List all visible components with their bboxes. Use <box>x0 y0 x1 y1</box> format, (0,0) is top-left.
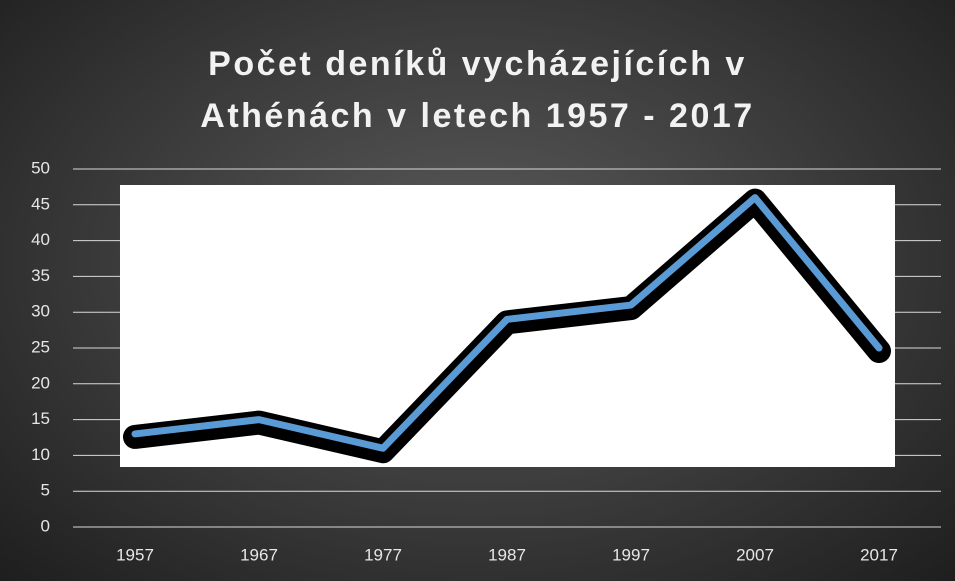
x-tick-label: 2017 <box>860 545 898 564</box>
x-tick-label: 1977 <box>364 545 402 564</box>
y-tick-label: 40 <box>31 230 50 249</box>
line <box>131 194 883 452</box>
y-tick-label: 10 <box>31 445 50 464</box>
chart-title: Počet deníků vycházejících v Athénách v … <box>200 45 755 135</box>
y-tick-label: 30 <box>31 302 50 321</box>
x-tick-label: 1997 <box>612 545 650 564</box>
x-tick-label: 1957 <box>116 545 154 564</box>
x-tick-label: 2007 <box>736 545 774 564</box>
y-tick-label: 25 <box>31 337 50 356</box>
y-tick-label: 35 <box>31 266 50 285</box>
y-tick-label: 0 <box>41 516 50 535</box>
y-tick-label: 15 <box>31 409 50 428</box>
y-tick-label: 45 <box>31 194 50 213</box>
x-tick-label: 1967 <box>240 545 278 564</box>
y-tick-label: 5 <box>41 481 50 500</box>
y-tick-label: 50 <box>31 158 50 177</box>
y-tick-label: 20 <box>31 373 50 392</box>
x-tick-label: 1987 <box>488 545 526 564</box>
